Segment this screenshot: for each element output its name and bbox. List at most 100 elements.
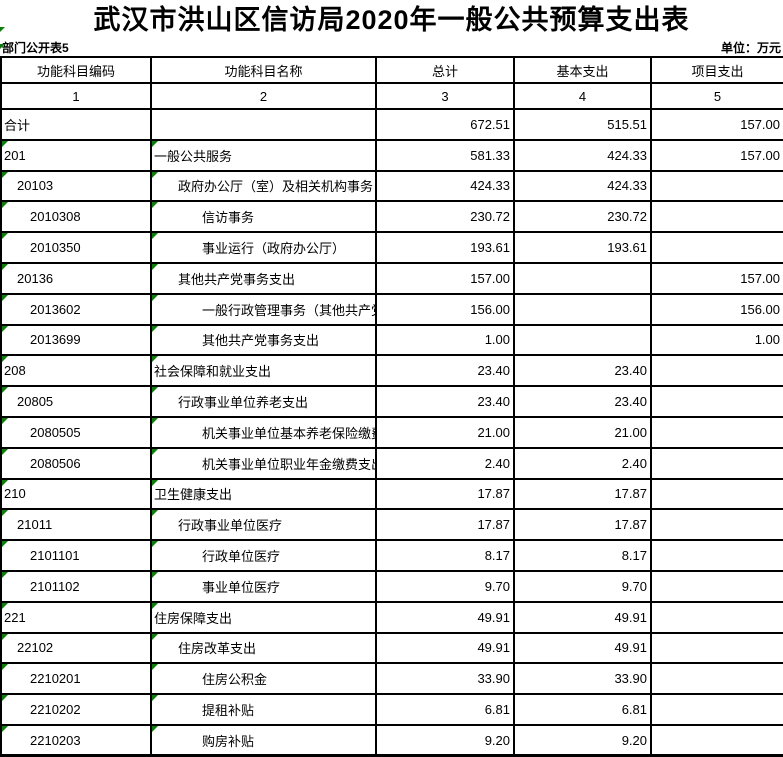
cell-flag-icon [3,511,8,517]
cell-function-code: 2013602 [0,292,152,326]
cell-flag-icon [153,634,158,640]
cell-flag-icon [153,665,158,671]
cell-basic-expenditure: 424.33 [513,138,652,172]
cell-flag-icon [153,449,158,455]
cell-function-name: 其他共产党事务支出 [150,323,377,357]
cell-total: 156.00 [375,292,515,326]
table-body: 合计 672.51 515.51 157.00 201 一般公共服务 581.3… [0,108,783,757]
cell-flag-icon [153,603,158,609]
cell-project-expenditure [650,539,783,572]
cell-flag-icon [3,172,8,178]
table-row: 2013699 其他共产党事务支出 1.00 1.00 [0,323,783,357]
cell-project-expenditure: 157.00 [650,261,783,295]
cell-basic-expenditure: 424.33 [513,169,652,203]
table-row: 210 卫生健康支出 17.87 17.87 [0,477,783,511]
cell-flag-icon [153,418,158,424]
cell-function-name: 事业运行（政府办公厅） [150,231,377,264]
cell-function-code: 208 [0,354,152,388]
cell-function-code: 201 [0,138,152,172]
cell-function-code: 2101101 [0,539,152,572]
cell-basic-expenditure: 17.87 [513,508,652,542]
cell-flag-icon [153,572,158,578]
cell-project-expenditure [650,723,783,757]
cell-function-code: 2101102 [0,569,152,603]
column-number-row: 1 2 3 4 5 [0,82,783,110]
cell-function-code: 2210203 [0,723,152,757]
cell-total: 157.00 [375,261,515,295]
col-number-5: 5 [650,82,783,110]
cell-project-expenditure [650,354,783,388]
cell-function-name: 提租补贴 [150,693,377,726]
table-row: 20103 政府办公厅（室）及相关机构事务 424.33 424.33 [0,169,783,203]
cell-total: 672.51 [375,108,515,141]
cell-project-expenditure [650,446,783,480]
table-row: 221 住房保障支出 49.91 49.91 [0,600,783,634]
cell-project-expenditure: 156.00 [650,292,783,326]
cell-project-expenditure [650,693,783,726]
cell-flag-icon [153,141,158,147]
cell-total: 424.33 [375,169,515,203]
cell-project-expenditure [650,385,783,418]
cell-function-code: 22102 [0,631,152,665]
cell-basic-expenditure: 23.40 [513,354,652,388]
cell-basic-expenditure: 23.40 [513,385,652,418]
cell-flag-icon [153,480,158,486]
budget-table: 功能科目编码 功能科目名称 总计 基本支出 项目支出 1 2 3 4 5 合计 … [0,56,783,757]
cell-function-name: 卫生健康支出 [150,477,377,511]
cell-basic-expenditure [513,261,652,295]
cell-project-expenditure [650,169,783,203]
cell-function-name: 行政事业单位医疗 [150,508,377,542]
header-code: 功能科目编码 [0,56,152,84]
cell-flag-icon [3,418,8,424]
cell-basic-expenditure: 49.91 [513,600,652,634]
cell-project-expenditure: 157.00 [650,108,783,141]
cell-flag-icon [3,696,8,702]
cell-basic-expenditure: 33.90 [513,662,652,696]
table-row: 21011 行政事业单位医疗 17.87 17.87 [0,508,783,542]
cell-basic-expenditure [513,323,652,357]
cell-function-code: 2010308 [0,200,152,234]
cell-function-code: 2010350 [0,231,152,264]
cell-function-name: 一般行政管理事务（其他共产党） [150,292,377,326]
table-row: 208 社会保障和就业支出 23.40 23.40 [0,354,783,388]
cell-function-code: 210 [0,477,152,511]
cell-flag-icon [3,665,8,671]
cell-project-expenditure [650,600,783,634]
col-number-3: 3 [375,82,515,110]
cell-function-name: 住房保障支出 [150,600,377,634]
cell-total: 581.33 [375,138,515,172]
cell-basic-expenditure: 230.72 [513,200,652,234]
cell-basic-expenditure [513,292,652,326]
cell-basic-expenditure: 8.17 [513,539,652,572]
cell-project-expenditure [650,200,783,234]
cell-flag-icon [3,141,8,147]
cell-flag-icon [153,696,158,702]
table-row: 201 一般公共服务 581.33 424.33 157.00 [0,138,783,172]
col-number-4: 4 [513,82,652,110]
table-row: 合计 672.51 515.51 157.00 [0,108,783,141]
cell-total: 21.00 [375,415,515,449]
cell-function-code: 合计 [0,108,152,141]
cell-basic-expenditure: 17.87 [513,477,652,511]
cell-flag-icon [153,511,158,517]
cell-function-name: 其他共产党事务支出 [150,261,377,295]
cell-flag-icon [3,603,8,609]
cell-project-expenditure [650,631,783,665]
cell-basic-expenditure: 193.61 [513,231,652,264]
cell-project-expenditure [650,477,783,511]
cell-project-expenditure [650,415,783,449]
cell-function-name: 信访事务 [150,200,377,234]
table-row: 2210202 提租补贴 6.81 6.81 [0,693,783,726]
cell-project-expenditure [650,662,783,696]
cell-function-code: 2013699 [0,323,152,357]
cell-flag-icon [153,726,158,732]
cell-function-code: 20136 [0,261,152,295]
header-total: 总计 [375,56,515,84]
table-row: 2101101 行政单位医疗 8.17 8.17 [0,539,783,572]
cell-flag-icon [3,203,8,209]
table-label: 部门公开表5 [2,41,69,55]
col-number-2: 2 [150,82,377,110]
cell-function-name: 行政事业单位养老支出 [150,385,377,418]
header-project: 项目支出 [650,56,783,84]
cell-project-expenditure [650,569,783,603]
